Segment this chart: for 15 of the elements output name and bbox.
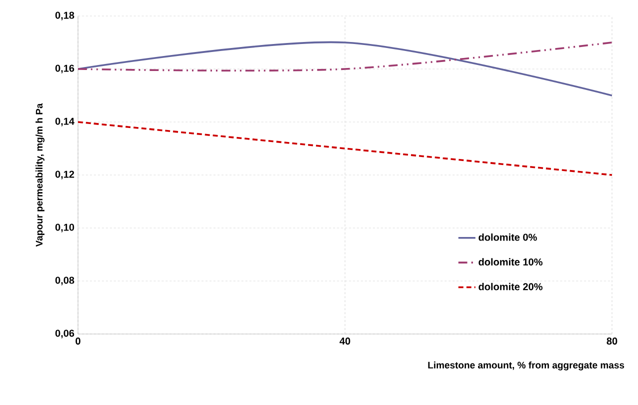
legend-label: dolomite 0% — [478, 233, 537, 241]
y-tick-label: 0,06 — [55, 330, 74, 338]
y-tick-label: 0,18 — [55, 12, 74, 20]
x-axis-title: Limestone amount, % from aggregate mass — [428, 362, 624, 370]
x-tick-label: 0 — [76, 338, 80, 345]
y-axis-title: Vapour permeability, mg/m h Pa — [36, 103, 44, 247]
y-tick-label: 0,14 — [55, 118, 74, 126]
y-tick-label: 0,10 — [55, 224, 74, 232]
y-tick-label: 0,12 — [55, 170, 74, 180]
x-tick-label: 40 — [340, 338, 350, 345]
y-tick-label: 0,08 — [55, 276, 74, 286]
legend-label: dolomite 20% — [478, 282, 542, 290]
legend-label: dolomite 10% — [478, 258, 542, 266]
x-tick-label: 80 — [606, 338, 618, 345]
y-tick-label: 0,16 — [55, 64, 74, 74]
